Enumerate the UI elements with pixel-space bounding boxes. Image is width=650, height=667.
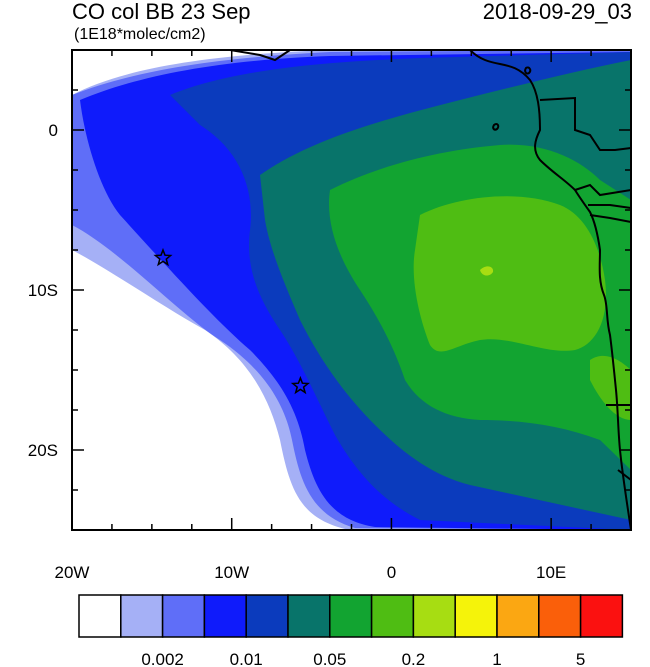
north-coast xyxy=(229,50,291,62)
lon-tick-label: 0 xyxy=(387,563,396,582)
colorbar-box xyxy=(412,594,456,638)
colorbar-box xyxy=(496,594,540,638)
colorbar-box xyxy=(245,594,289,638)
country-border-6 xyxy=(617,469,631,481)
country-border-1 xyxy=(539,96,631,151)
lat-tick-label: 0 xyxy=(49,121,58,140)
lon-tick-label: 10E xyxy=(536,563,566,582)
lat-tick-label: 20S xyxy=(28,441,58,460)
coastline xyxy=(229,50,631,530)
africa-coastline xyxy=(469,50,631,530)
map-title: CO col BB 23 Sep xyxy=(72,0,251,24)
lon-tick-label: 20W xyxy=(55,563,90,582)
valid-time: 2018-09-29_03 xyxy=(482,0,632,24)
colorbar-box xyxy=(370,594,415,638)
colorbar-box xyxy=(538,594,582,638)
lat-tick-label: 10S xyxy=(28,281,58,300)
site-markers xyxy=(153,247,310,395)
colorbar-box xyxy=(203,594,247,638)
country-border-4 xyxy=(589,214,631,223)
bioko-island xyxy=(524,66,532,75)
colorbar-label: 0.05 xyxy=(313,650,346,667)
colorbar-box xyxy=(78,594,122,638)
colorbar-box xyxy=(161,594,206,638)
colorbar-label: 0.2 xyxy=(402,650,426,667)
sao-tome-island xyxy=(492,122,500,131)
axis-tick-labels: 20W 10W 0 10E 0 10S 20S xyxy=(28,121,567,582)
colorbar xyxy=(78,594,624,638)
axis-ticks xyxy=(71,49,632,531)
map-units: (1E18*molec/cm2) xyxy=(74,26,206,43)
colorbar-label: 1 xyxy=(492,650,501,667)
country-border-2 xyxy=(574,183,631,197)
colorbar-label: 5 xyxy=(576,650,585,667)
colorbar-box xyxy=(454,594,498,638)
lon-tick-label: 10W xyxy=(214,563,249,582)
site-star-north xyxy=(153,247,173,267)
colorbar-label: 0.002 xyxy=(141,650,184,667)
colorbar-box xyxy=(287,594,331,638)
colorbar-labels: 0.002 0.01 0.05 0.2 1 5 xyxy=(141,650,585,667)
site-star-south xyxy=(290,375,310,395)
colorbar-label: 0.01 xyxy=(230,650,263,667)
contour-level-7b xyxy=(590,355,631,420)
colorbar-box xyxy=(329,594,373,638)
co-column-field xyxy=(72,50,631,530)
country-border-3 xyxy=(588,204,631,209)
contour-level-8 xyxy=(480,266,494,276)
colorbar-box xyxy=(579,594,624,638)
colorbar-box xyxy=(120,594,164,638)
contour-level-7 xyxy=(413,196,606,352)
